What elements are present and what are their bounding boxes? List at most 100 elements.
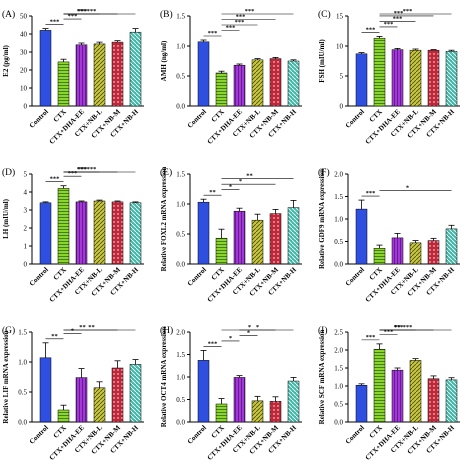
x-tick-label: Control [186, 108, 208, 130]
bar-3 [391, 237, 404, 265]
significance-label: *** [393, 15, 403, 22]
y-tick-label: 0.5 [18, 389, 27, 397]
y-tick-label: 20 [20, 67, 28, 75]
panel-label: (A) [2, 9, 15, 20]
significance-label: *** [68, 170, 78, 177]
panel-g: (G) 0.0 0.5 1.0 1.5 Relative LIF mRNA express… [2, 324, 144, 462]
significance-label: *** [87, 166, 97, 173]
y-tick-label: 0 [340, 103, 344, 111]
panel-label: (H) [160, 325, 173, 336]
x-tick-label: Control [28, 108, 50, 130]
y-tick-label: 2 [24, 225, 28, 233]
y-tick-label: 1.0 [176, 374, 185, 382]
significance-label: *** [403, 324, 413, 331]
bar-1 [197, 360, 210, 423]
bar-1 [355, 385, 368, 423]
bar-1 [39, 357, 52, 423]
bar-2 [215, 403, 228, 423]
y-axis-label: Relative GDF9 mRNA expression [318, 169, 326, 269]
x-tick-label: Control [186, 424, 208, 446]
significance-label: *** [245, 8, 255, 15]
bar-1 [355, 208, 368, 265]
y-tick-label: 0.0 [334, 419, 343, 427]
panel-label: (D) [2, 167, 15, 178]
y-tick-label: 0.0 [176, 103, 185, 111]
y-tick-label: 1.0 [18, 359, 27, 367]
bar-4 [409, 242, 422, 265]
bar-6 [287, 60, 300, 107]
x-tick-label: Control [344, 108, 366, 130]
y-tick-label: 2.5 [334, 329, 343, 337]
bar-6 [287, 380, 300, 423]
panel-label: (B) [160, 9, 173, 20]
y-tick-label: 0.5 [334, 238, 343, 246]
significance-label: *** [208, 340, 218, 347]
y-tick-label: 0.0 [176, 261, 185, 269]
y-tick-label: 30 [20, 49, 28, 57]
y-axis-label: LH (mIU/ml) [2, 198, 10, 239]
significance-label: *** [78, 8, 88, 15]
y-tick-label: 1.0 [334, 216, 343, 224]
bar-4 [93, 387, 106, 423]
significance-label: * [248, 324, 251, 331]
significance-label: *** [384, 21, 394, 28]
significance-label: *** [208, 30, 218, 37]
bar-5 [111, 201, 124, 265]
panel-h: (H) 0.0 0.5 1.0 1.5 2.0 Relative OCT4 mRNA exp… [160, 324, 302, 462]
bar-2 [57, 409, 70, 423]
bar-5 [269, 58, 282, 107]
y-tick-label: 0.5 [176, 73, 185, 81]
bar-6 [445, 228, 458, 265]
significance-label: *** [235, 19, 245, 26]
y-axis-label: Relative LIF mRNA expression [2, 330, 10, 423]
y-tick-label: 0.0 [18, 419, 27, 427]
y-axis-label: Relative SCF mRNA expression [318, 330, 326, 425]
significance-label: ** [394, 324, 401, 331]
bar-1 [197, 41, 210, 107]
panel-e: (E) 0.0 0.5 1.0 1.5 Relative FOXL2 mRNA expre… [160, 167, 302, 304]
y-tick-label: 1.5 [18, 329, 27, 337]
bar-6 [445, 379, 458, 423]
bar-6 [287, 207, 300, 265]
significance-label: *** [394, 324, 404, 331]
significance-label: *** [87, 8, 97, 15]
y-tick-label: 1.5 [176, 171, 185, 179]
y-tick-label: 0.5 [176, 231, 185, 239]
significance-label: *** [77, 8, 87, 15]
y-tick-label: 0.5 [334, 401, 343, 409]
panel-label: (I) [318, 325, 328, 336]
significance-label: *** [226, 25, 236, 32]
y-tick-label: 5 [24, 171, 28, 179]
significance-label: *** [366, 334, 376, 341]
bar-1 [39, 202, 52, 265]
y-axis-label: E2 (pg/ml) [2, 44, 10, 76]
bar-6 [129, 364, 142, 423]
y-axis-label: Relative OCT4 mRNA expression [160, 327, 168, 427]
significance-label: * [406, 185, 409, 192]
y-tick-label: 3 [24, 207, 28, 215]
y-tick-label: 2.0 [176, 329, 185, 337]
bar-3 [75, 44, 88, 107]
bar-6 [129, 202, 142, 265]
bar-4 [93, 200, 106, 265]
bar-4 [409, 49, 422, 107]
bar-5 [269, 401, 282, 423]
significance-label: *** [50, 176, 60, 183]
y-tick-label: 1.0 [334, 383, 343, 391]
y-axis-label: AMH (ng/ml) [160, 40, 168, 81]
significance-label: * [229, 335, 232, 342]
bar-2 [373, 248, 386, 265]
bar-5 [427, 378, 440, 423]
x-tick-label: Control [186, 266, 208, 288]
y-tick-label: 4 [24, 189, 28, 197]
y-tick-label: 1.0 [176, 201, 185, 209]
y-tick-label: 0.0 [334, 261, 343, 269]
significance-label: *** [403, 8, 413, 15]
significance-label: *** [366, 190, 376, 197]
panel-label: (F) [318, 167, 330, 178]
bar-1 [355, 53, 368, 107]
y-tick-label: 1.5 [334, 365, 343, 373]
significance-label: * [71, 327, 74, 334]
